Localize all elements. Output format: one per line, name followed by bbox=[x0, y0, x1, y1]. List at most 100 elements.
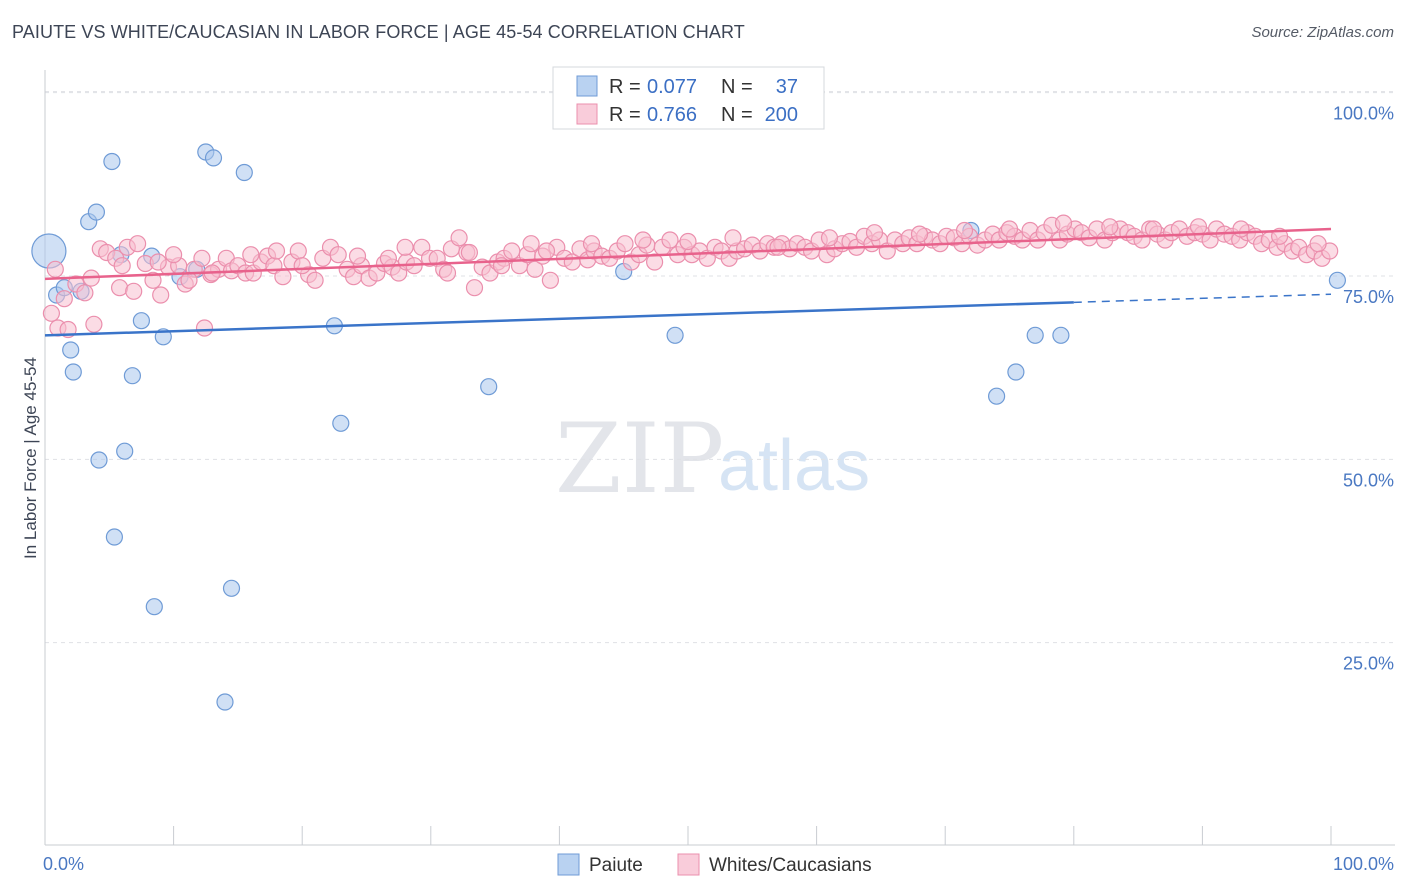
point-1-5 bbox=[76, 284, 94, 302]
point-1-21 bbox=[195, 319, 214, 337]
point-0-35 bbox=[1052, 326, 1070, 344]
point-0-9 bbox=[103, 152, 121, 171]
point-1-173 bbox=[149, 253, 167, 271]
point-0-30 bbox=[666, 326, 684, 344]
series-legend-label-whites: Whites/Caucasians bbox=[709, 855, 872, 876]
legend-r-label-1: R = bbox=[609, 76, 641, 98]
point-1-0 bbox=[42, 304, 61, 322]
tick-labels: 100.0% 75.0% 50.0% 25.0% 0.0% 100.0% bbox=[43, 104, 1394, 874]
point-0-12 bbox=[116, 442, 134, 460]
point-1-192 bbox=[1000, 220, 1019, 238]
point-1-39 bbox=[329, 246, 347, 264]
point-1-15 bbox=[152, 286, 170, 304]
point-0-10 bbox=[105, 528, 124, 546]
legend-n-value-2: 200 bbox=[765, 104, 798, 126]
chart-source: Source: ZipAtlas.com bbox=[1251, 24, 1394, 41]
point-1-12 bbox=[125, 282, 143, 300]
point-1-197 bbox=[1232, 220, 1250, 238]
legend-n-label-2: N = bbox=[721, 104, 753, 126]
point-0-3 bbox=[62, 341, 80, 359]
point-0-34 bbox=[1026, 326, 1044, 344]
y-axis-label: In Labor Force | Age 45-54 bbox=[21, 357, 40, 559]
point-1-14 bbox=[144, 271, 162, 289]
legend-n-label-1: N = bbox=[721, 76, 753, 98]
point-1-193 bbox=[1054, 214, 1073, 232]
point-0-13 bbox=[123, 367, 141, 385]
point-1-189 bbox=[865, 224, 884, 242]
point-0-22 bbox=[222, 579, 241, 597]
point-0-14 bbox=[132, 312, 150, 330]
legend-swatch-whites bbox=[576, 103, 598, 125]
point-0-8 bbox=[90, 451, 108, 469]
point-1-36 bbox=[306, 271, 324, 289]
series-legend-swatch-paiute bbox=[557, 853, 580, 876]
point-0-7 bbox=[87, 203, 106, 221]
point-1-205 bbox=[379, 249, 397, 267]
legend-r-value-2: 0.766 bbox=[647, 104, 697, 126]
trend-line-1 bbox=[44, 227, 1332, 281]
point-1-34 bbox=[289, 242, 307, 260]
point-1-184 bbox=[634, 231, 652, 249]
series-legend-label-paiute: Paiute bbox=[589, 855, 643, 876]
point-1-182 bbox=[537, 242, 556, 260]
point-0-21 bbox=[204, 149, 223, 167]
point-1-204 bbox=[267, 242, 286, 260]
point-1-190 bbox=[910, 225, 929, 243]
point-1-202 bbox=[129, 235, 147, 253]
chart-title: PAIUTE VS WHITE/CAUCASIAN IN LABOR FORCE… bbox=[12, 22, 745, 42]
point-1-187 bbox=[769, 238, 787, 256]
point-1-65 bbox=[526, 260, 544, 278]
point-0-24 bbox=[235, 163, 253, 182]
point-1-203 bbox=[165, 246, 183, 264]
point-1-10 bbox=[110, 279, 129, 297]
trend-line-extension-0 bbox=[1073, 293, 1332, 304]
point-1-180 bbox=[438, 264, 457, 282]
point-1-77 bbox=[616, 235, 634, 253]
y-tick-label-1: 75.0% bbox=[1343, 287, 1394, 307]
stats-legend: R = 0.077 N = 37 R = 0.766 N = 200 bbox=[552, 66, 825, 130]
point-1-191 bbox=[955, 221, 974, 240]
point-1-185 bbox=[679, 232, 697, 251]
point-1-206 bbox=[460, 243, 478, 262]
stats-legend-box bbox=[552, 66, 825, 130]
point-0-32 bbox=[987, 387, 1006, 405]
y-tick-label-2: 50.0% bbox=[1343, 470, 1394, 490]
y-tick-label-0: 100.0% bbox=[1333, 104, 1394, 124]
point-1-186 bbox=[724, 229, 742, 247]
point-1-57 bbox=[465, 279, 484, 297]
watermark-atlas: atlas bbox=[718, 426, 870, 506]
point-1-83 bbox=[661, 231, 679, 249]
point-1-172 bbox=[113, 257, 131, 275]
point-0-23 bbox=[216, 693, 234, 711]
point-0-33 bbox=[1007, 363, 1025, 381]
point-1-183 bbox=[582, 235, 601, 253]
point-1-55 bbox=[450, 229, 468, 247]
legend-r-label-2: R = bbox=[609, 104, 641, 126]
y-tick-label-3: 25.0% bbox=[1343, 654, 1394, 674]
point-1-188 bbox=[820, 229, 839, 247]
point-1-194 bbox=[1101, 218, 1119, 236]
point-1-176 bbox=[242, 246, 260, 264]
point-0-26 bbox=[332, 414, 350, 432]
point-1-177 bbox=[293, 257, 311, 275]
trend-lines bbox=[44, 227, 1332, 337]
axes bbox=[44, 70, 1395, 846]
point-1-200 bbox=[46, 260, 64, 278]
x-tick-label-max: 100.0% bbox=[1333, 854, 1394, 874]
point-1-2 bbox=[55, 290, 73, 308]
legend-swatch-paiute bbox=[576, 75, 598, 97]
point-0-36 bbox=[1328, 271, 1347, 289]
legend-r-value-1: 0.077 bbox=[647, 76, 697, 98]
point-0-16 bbox=[145, 598, 163, 616]
series-legend-swatch-whites bbox=[677, 853, 700, 876]
point-0-27 bbox=[480, 378, 498, 396]
series-legend: Paiute Whites/Caucasians bbox=[557, 853, 872, 876]
trend-line-0 bbox=[44, 301, 1074, 337]
point-1-201 bbox=[85, 315, 103, 333]
point-1-67 bbox=[541, 271, 560, 289]
point-1-178 bbox=[348, 247, 367, 265]
point-1-62 bbox=[503, 242, 521, 260]
point-0-4 bbox=[64, 363, 82, 381]
point-1-179 bbox=[396, 238, 414, 256]
